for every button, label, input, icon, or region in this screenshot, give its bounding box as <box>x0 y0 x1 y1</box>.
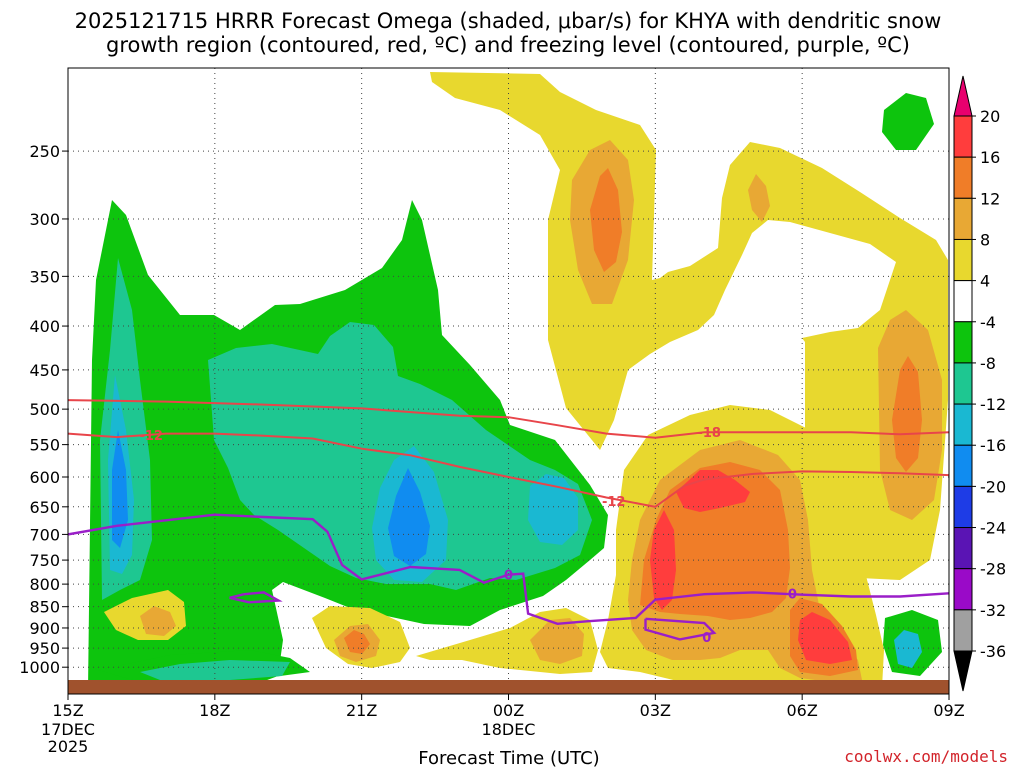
omega-shaded-region <box>112 430 128 548</box>
dgz-contour-lower <box>68 432 949 508</box>
x-tick-label: 18Z <box>199 701 230 720</box>
colorbar-label: 4 <box>980 272 990 291</box>
dgz-contour-label: -12 <box>602 495 626 510</box>
omega-shaded-region <box>640 462 790 620</box>
colorbar-legend: 20 16 12 8 4 -4 -8 -12 -16 -20 -24 -28 -32 -36 <box>953 75 1006 692</box>
colorbar-swatch <box>953 197 973 240</box>
contour-labels: -12 -18 -12 0 0 0 <box>139 426 797 646</box>
site-credit: coolwx.com/models <box>844 747 1008 766</box>
y-tick-label: 300 <box>29 210 60 229</box>
colorbar-label: -32 <box>980 601 1006 620</box>
y-tick-label: 450 <box>29 361 60 380</box>
colorbar-label: 20 <box>980 107 1000 126</box>
y-tick-label: 550 <box>29 436 60 455</box>
x-tick-label: 00Z <box>493 701 524 720</box>
colorbar-swatch <box>953 527 973 570</box>
dgz-contour-label: -12 <box>139 429 163 444</box>
x-axis-label: Forecast Time (UTC) <box>418 748 599 768</box>
colorbar-label: -4 <box>980 313 996 332</box>
colorbar-label: 8 <box>980 230 990 249</box>
y-tick-label: 500 <box>29 400 60 419</box>
omega-shaded-region <box>590 168 622 272</box>
colorbar-swatch <box>953 156 973 199</box>
colorbar-swatch <box>953 609 973 652</box>
x-tick-label: 09Z <box>933 701 964 720</box>
dgz-contour-label: -18 <box>697 426 721 441</box>
colorbar-label: -16 <box>980 436 1006 455</box>
omega-shaded-region <box>676 470 750 512</box>
x-tick-label: 21Z <box>346 701 377 720</box>
omega-shaded-region <box>140 606 176 636</box>
freezing-level-contour <box>68 513 949 626</box>
colorbar-label: -36 <box>980 642 1006 661</box>
y-axis: 250 300 350 400 450 500 550 600 650 700 750 800 850 9… <box>19 142 68 677</box>
colorbar-swatch <box>953 444 973 487</box>
colorbar-swatch <box>953 485 973 529</box>
colorbar-label: -12 <box>980 395 1006 414</box>
ground-terrain-band <box>68 680 949 694</box>
colorbar-label: 16 <box>980 148 1000 167</box>
x-date-label: 18DEC <box>482 720 536 739</box>
colorbar-swatch <box>953 568 973 611</box>
colorbar-top-arrow <box>953 75 973 117</box>
omega-shaded-region <box>140 660 290 680</box>
y-tick-label: 600 <box>29 468 60 487</box>
y-tick-label: 850 <box>29 598 60 617</box>
colorbar-bottom-arrow <box>953 650 973 692</box>
freezing-level-loop <box>229 591 283 604</box>
x-tick-label: 06Z <box>787 701 818 720</box>
colorbar-label: -8 <box>980 354 996 373</box>
freezing-level-label: 0 <box>702 631 711 646</box>
chart-title-line1: 2025121715 HRRR Forecast Omega (shaded, … <box>75 9 942 33</box>
omega-shaded-region <box>882 93 934 150</box>
gridlines <box>68 68 949 680</box>
colorbar-label: -28 <box>980 560 1006 579</box>
omega-shaded-region <box>798 612 852 664</box>
colorbar-swatch <box>953 115 973 158</box>
colorbar-label: -24 <box>980 519 1006 538</box>
colorbar-swatch <box>953 362 973 405</box>
colorbar-swatch <box>953 280 973 323</box>
omega-shaded-region <box>748 174 770 222</box>
x-tick-label: 03Z <box>640 701 671 720</box>
colorbar-label: -20 <box>980 477 1006 496</box>
freezing-level-label: 0 <box>504 569 513 584</box>
freezing-level-loop <box>644 617 717 641</box>
y-tick-label: 350 <box>29 267 60 286</box>
omega-shaded-region <box>892 356 922 472</box>
chart-title-line2: growth region (contoured, red, ºC) and f… <box>106 33 910 57</box>
x-tick-label: 15Z <box>52 701 83 720</box>
colorbar-swatch <box>953 403 973 446</box>
omega-shaded-region <box>388 468 430 566</box>
y-tick-label: 400 <box>29 317 60 336</box>
omega-shaded-region <box>530 618 584 664</box>
x-date-label: 2025 <box>48 737 89 756</box>
y-tick-label: 1000 <box>19 658 60 677</box>
colorbar-swatch <box>953 238 973 282</box>
y-tick-label: 800 <box>29 575 60 594</box>
omega-shaded-region <box>528 474 578 545</box>
colorbar-swatch <box>953 321 973 364</box>
contour-lines <box>68 399 949 641</box>
dgz-contour-upper <box>68 399 949 439</box>
y-tick-label: 650 <box>29 498 60 517</box>
y-tick-label: 900 <box>29 619 60 638</box>
y-tick-label: 950 <box>29 639 60 658</box>
freezing-level-label: 0 <box>788 587 797 602</box>
y-tick-label: 750 <box>29 551 60 570</box>
y-tick-label: 700 <box>29 525 60 544</box>
plot-area: -12 -18 -12 0 0 0 <box>67 67 950 695</box>
omega-shaded-region <box>894 630 922 668</box>
colorbar-label: 12 <box>980 189 1000 208</box>
x-date-label: 17DEC <box>41 720 95 739</box>
y-tick-label: 250 <box>29 142 60 161</box>
